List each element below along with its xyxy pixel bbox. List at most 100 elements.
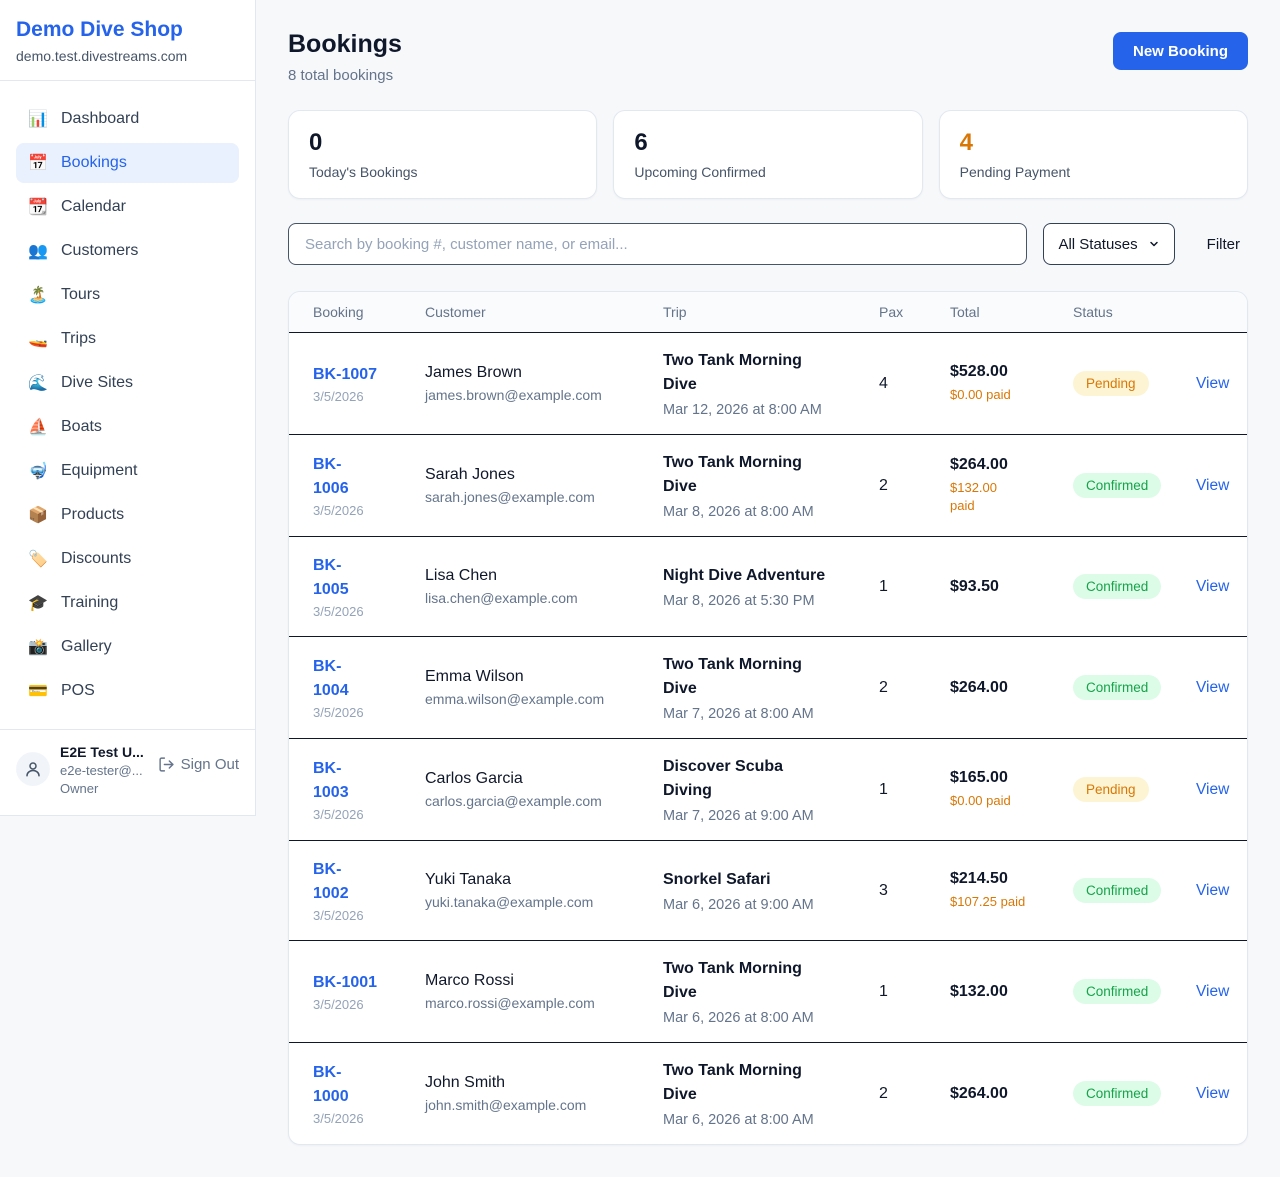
booking-number-link[interactable]: BK- 1006 [313,453,349,499]
sidebar-item-label: Training [61,594,119,611]
table-row: BK-1001 3/5/2026 Marco Rossi marco.rossi… [289,941,1247,1043]
sidebar-item-trips[interactable]: 🚤 Trips [16,319,239,359]
status-badge: Confirmed [1073,473,1162,498]
bookings-table: Booking Customer Trip Pax Total Status B… [288,291,1248,1145]
discounts-icon: 🏷️ [28,551,48,568]
sidebar-item-gallery[interactable]: 📸 Gallery [16,627,239,667]
sidebar-item-dashboard[interactable]: 📊 Dashboard [16,99,239,139]
filter-button[interactable]: Filter [1206,235,1240,253]
customer-email: emma.wilson@example.com [425,691,605,707]
pax-count: 2 [879,476,888,494]
sidebar-item-calendar[interactable]: 📆 Calendar [16,187,239,227]
sign-out-button[interactable]: Sign Out [158,756,239,773]
page-header: Bookings 8 total bookings New Booking [288,30,1248,84]
customer-email: john.smith@example.com [425,1097,587,1113]
booking-number-link[interactable]: BK- 1000 [313,1061,349,1107]
view-link[interactable]: View [1196,678,1230,696]
filter-row: All Statuses Filter [288,223,1248,265]
calendar-icon: 📆 [28,199,48,216]
view-link[interactable]: View [1196,577,1230,595]
booking-date: 3/5/2026 [313,997,364,1013]
sidebar-item-discounts[interactable]: 🏷️ Discounts [16,539,239,579]
total-amount: $214.50 [950,869,1008,887]
sidebar-item-label: Tours [61,286,101,303]
booking-number-link[interactable]: BK-1007 [313,363,377,386]
sidebar-item-tours[interactable]: 🏝️ Tours [16,275,239,315]
equipment-icon: 🤿 [28,463,48,480]
view-link[interactable]: View [1196,780,1230,798]
sidebar-item-customers[interactable]: 👥 Customers [16,231,239,271]
bookings-icon: 📅 [28,155,48,172]
table-row: BK- 1002 3/5/2026 Yuki Tanaka yuki.tanak… [289,841,1247,941]
status-badge: Confirmed [1073,878,1162,903]
pax-count: 4 [879,374,888,392]
search-input[interactable] [288,223,1028,265]
view-link[interactable]: View [1196,982,1230,1000]
trip-datetime: Mar 6, 2026 at 8:00 AM [663,1010,814,1026]
chevron-down-icon [1149,241,1158,247]
sidebar-item-label: Gallery [61,638,112,655]
pax-count: 1 [879,982,888,1000]
stat-label: Pending Payment [959,164,1071,180]
stat-value: 6 [634,129,648,156]
new-booking-button[interactable]: New Booking [1112,32,1248,70]
booking-date: 3/5/2026 [313,389,364,405]
main-content: Bookings 8 total bookings New Booking 0 … [256,0,1280,1177]
user-email: e2e-tester@... [60,763,143,778]
customer-email: marco.rossi@example.com [425,995,595,1011]
status-filter-select[interactable]: All Statuses [1043,223,1175,265]
view-link[interactable]: View [1196,476,1230,494]
status-badge: Confirmed [1073,979,1162,1004]
column-header-actions [1172,300,1247,324]
trip-datetime: Mar 12, 2026 at 8:00 AM [663,402,822,418]
trip-name: Night Dive Adventure [663,567,826,584]
table-row: BK- 1005 3/5/2026 Lisa Chen lisa.chen@ex… [289,537,1247,637]
sidebar-item-dive-sites[interactable]: 🌊 Dive Sites [16,363,239,403]
sidebar-item-label: Dashboard [61,110,140,127]
sidebar-item-boats[interactable]: ⛵ Boats [16,407,239,447]
trip-datetime: Mar 6, 2026 at 9:00 AM [663,897,814,913]
booking-number-link[interactable]: BK- 1002 [313,858,349,904]
person-icon [26,762,40,777]
sidebar-item-label: Boats [61,418,102,435]
sidebar-item-bookings[interactable]: 📅 Bookings [16,143,239,183]
total-amount: $93.50 [950,577,999,595]
stat-card: 0 Today's Bookings [288,110,598,199]
booking-number-link[interactable]: BK-1001 [313,971,377,994]
sidebar-item-equipment[interactable]: 🤿 Equipment [16,451,239,491]
table-row: BK- 1004 3/5/2026 Emma Wilson emma.wilso… [289,637,1247,739]
status-badge: Pending [1073,777,1149,802]
view-link[interactable]: View [1196,881,1230,899]
view-link[interactable]: View [1196,1084,1230,1102]
table-row: BK- 1006 3/5/2026 Sarah Jones sarah.jone… [289,435,1247,537]
customer-email: lisa.chen@example.com [425,590,578,606]
sidebar-item-products[interactable]: 📦 Products [16,495,239,535]
total-amount: $264.00 [950,678,1008,696]
pos-icon: 💳 [28,683,48,700]
table-header-row: Booking Customer Trip Pax Total Status [289,292,1247,333]
sidebar-item-label: Discounts [61,550,132,567]
sidebar-item-training[interactable]: 🎓 Training [16,583,239,623]
customer-email: carlos.garcia@example.com [425,793,602,809]
boats-icon: ⛵ [28,419,48,436]
stats-row: 0 Today's Bookings 6 Upcoming Confirmed … [288,110,1248,199]
status-badge: Confirmed [1073,675,1162,700]
booking-number-link[interactable]: BK- 1005 [313,554,349,600]
stat-value: 4 [959,129,974,156]
sidebar-item-pos[interactable]: 💳 POS [16,671,239,711]
pax-count: 2 [879,1084,888,1102]
stat-label: Upcoming Confirmed [634,164,766,180]
customer-name: Yuki Tanaka [425,871,511,888]
sidebar-header: Demo Dive Shop demo.test.divestreams.com [0,0,255,81]
trip-datetime: Mar 7, 2026 at 9:00 AM [663,808,814,824]
booking-number-link[interactable]: BK- 1003 [313,757,349,803]
status-badge: Confirmed [1073,1081,1162,1106]
customer-name: Emma Wilson [425,668,524,685]
booking-number-link[interactable]: BK- 1004 [313,655,349,701]
table-body: BK-1007 3/5/2026 James Brown james.brown… [289,333,1247,1144]
sign-out-icon [159,757,174,772]
page-subtitle: 8 total bookings [288,67,394,84]
column-header-booking: Booking [313,304,364,320]
status-filter-value: All Statuses [1058,235,1138,253]
view-link[interactable]: View [1196,374,1230,392]
